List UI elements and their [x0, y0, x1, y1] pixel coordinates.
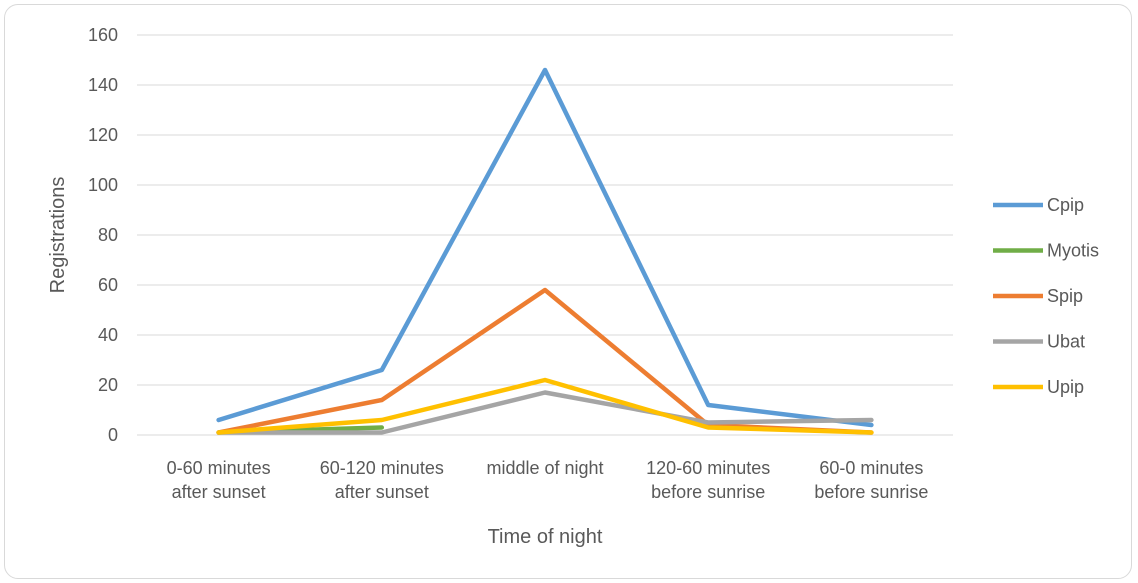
x-tick-label: 60-120 minutes after sunset — [320, 458, 444, 502]
series-lines — [216, 67, 874, 435]
x-axis-title: Time of night — [488, 526, 603, 548]
y-tick-label: 60 — [98, 275, 118, 295]
legend-label: Cpip — [1047, 195, 1084, 215]
y-tick-label: 80 — [98, 225, 118, 245]
legend-item-spip: Spip — [993, 286, 1083, 306]
x-tick-label-line: after sunset — [335, 482, 429, 502]
x-tick-label: 60-0 minutes before sunrise — [814, 458, 928, 502]
legend: Cpip Myotis Spip Ubat Upip — [993, 195, 1099, 397]
legend-item-myotis: Myotis — [993, 241, 1099, 261]
legend-label: Spip — [1047, 286, 1083, 306]
x-tick-label: 120-60 minutes before sunrise — [646, 458, 770, 502]
y-tick-label: 120 — [88, 125, 118, 145]
y-tick-label: 160 — [88, 25, 118, 45]
x-axis-ticks: 0-60 minutes after sunset 60-120 minutes af… — [167, 458, 929, 502]
legend-item-upip: Upip — [993, 377, 1084, 397]
gridlines — [137, 34, 953, 436]
legend-label: Myotis — [1047, 241, 1099, 261]
y-tick-label: 40 — [98, 325, 118, 345]
x-tick-label-line: 120-60 minutes — [646, 458, 770, 478]
y-tick-label: 0 — [108, 425, 118, 445]
legend-label: Ubat — [1047, 332, 1085, 352]
x-tick-label-line: 60-120 minutes — [320, 458, 444, 478]
x-tick-label-line: after sunset — [172, 482, 266, 502]
y-tick-label: 140 — [88, 75, 118, 95]
series-line-cpip — [216, 67, 874, 428]
legend-item-ubat: Ubat — [993, 332, 1085, 352]
y-tick-label: 100 — [88, 175, 118, 195]
x-tick-label: middle of night — [486, 458, 603, 478]
x-tick-label: 0-60 minutes after sunset — [167, 458, 271, 502]
x-tick-label-line: 0-60 minutes — [167, 458, 271, 478]
x-tick-label-line: before sunrise — [651, 482, 765, 502]
y-axis-title: Registrations — [47, 177, 69, 294]
legend-label: Upip — [1047, 377, 1084, 397]
legend-item-cpip: Cpip — [993, 195, 1084, 215]
y-axis-ticks: 0 20 40 60 80 100 120 140 160 — [88, 25, 118, 445]
y-tick-label: 20 — [98, 375, 118, 395]
chart-frame — [4, 4, 1132, 579]
x-tick-label-line: middle of night — [486, 458, 603, 478]
x-tick-label-line: before sunrise — [814, 482, 928, 502]
x-tick-label-line: 60-0 minutes — [819, 458, 923, 478]
